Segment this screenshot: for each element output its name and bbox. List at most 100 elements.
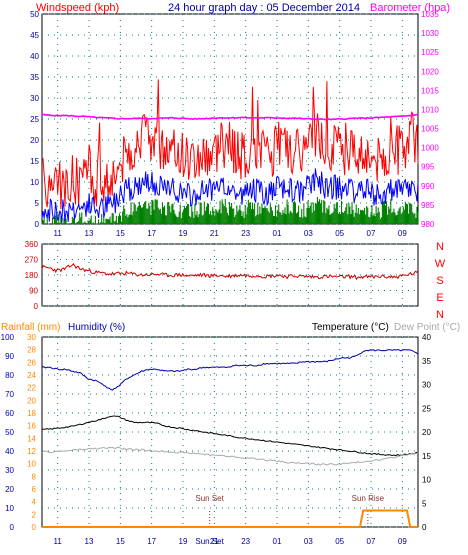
humidity-y-tick-label: 10 xyxy=(5,504,14,513)
barometer-y-tick-label: 1020 xyxy=(421,67,439,76)
humidity-y-tick-label: 90 xyxy=(5,352,14,361)
barometer-y-tick-label: 1010 xyxy=(421,105,439,114)
barometer-y-tick-label: 1030 xyxy=(421,29,439,38)
wind-chart: 0510152025303540455098098599099510001005… xyxy=(30,10,439,238)
temperature-y-tick-label: 10 xyxy=(422,476,431,485)
windspeed-title: Windspeed (kph) xyxy=(36,2,119,14)
direction-y-tick-label: 360 xyxy=(25,240,39,249)
climate-x-tick-label: 19 xyxy=(179,537,188,546)
wind-x-tick-label: 05 xyxy=(335,229,344,238)
wind-x-tick-label: 17 xyxy=(147,229,156,238)
barometer-y-tick-label: 980 xyxy=(421,220,435,229)
rainfall-y-tick-label: 20 xyxy=(27,396,36,405)
direction-y-tick-label: 180 xyxy=(25,271,39,280)
barometer-y-tick-label: 995 xyxy=(421,163,435,172)
wind-y-tick-label: 35 xyxy=(30,73,39,82)
compass-label: S xyxy=(436,275,443,287)
compass-label: E xyxy=(436,292,443,304)
wind-x-tick-label: 23 xyxy=(241,229,250,238)
wind-x-tick-label: 09 xyxy=(398,229,407,238)
wind-y-tick-label: 0 xyxy=(35,220,40,229)
temperature-y-tick-label: 40 xyxy=(422,333,431,342)
wind-x-tick-label: 13 xyxy=(85,229,94,238)
wind-x-tick-label: 11 xyxy=(54,229,63,238)
wind-y-tick-label: 30 xyxy=(30,94,39,103)
rainfall-y-tick-label: 8 xyxy=(32,472,37,481)
humidity-y-tick-label: 70 xyxy=(5,390,14,399)
climate-x-tick-label: 13 xyxy=(85,537,94,546)
climate-plot-frame xyxy=(41,336,419,528)
climate-x-tick-label: 11 xyxy=(54,537,63,546)
temperature-y-tick-label: 15 xyxy=(422,452,431,461)
rainfall-y-tick-label: 12 xyxy=(27,447,36,456)
humidity-y-tick-label: 20 xyxy=(5,485,14,494)
climate-x-tick-label: 17 xyxy=(147,537,156,546)
climate-x-tick-label: 09 xyxy=(398,537,407,546)
compass-label: N xyxy=(436,309,444,321)
wind-y-tick-label: 10 xyxy=(30,178,39,187)
climate-x-tick-label: 15 xyxy=(116,537,125,546)
dewpoint-axis-title: Dew Point (°C) xyxy=(394,322,460,333)
temperature-y-tick-label: 35 xyxy=(422,357,431,366)
direction-y-tick-label: 90 xyxy=(29,287,38,296)
barometer-y-tick-label: 990 xyxy=(421,182,435,191)
climate-x-tick-label: 23 xyxy=(241,537,250,546)
rainfall-y-tick-label: 16 xyxy=(27,422,36,431)
wind-x-tick-label: 19 xyxy=(179,229,188,238)
barometer-y-tick-label: 1005 xyxy=(421,125,439,134)
direction-y-tick-label: 0 xyxy=(34,302,39,311)
barometer-y-tick-label: 1025 xyxy=(421,48,439,57)
temperature-y-tick-label: 20 xyxy=(422,428,431,437)
wind-x-tick-label: 07 xyxy=(367,229,376,238)
climate-x-tick-label: Sun Set xyxy=(195,537,224,546)
temperature-y-tick-label: 5 xyxy=(422,499,427,508)
wind-x-tick-label: 03 xyxy=(304,229,313,238)
rainfall-y-tick-label: 30 xyxy=(27,333,36,342)
rainfall-y-tick-label: 22 xyxy=(27,384,36,393)
humidity-line xyxy=(41,349,419,391)
sun-marker-label: Sun Rise xyxy=(352,494,385,503)
climate-chart: 0102030405060708090100024681012141618202… xyxy=(1,333,432,546)
humidity-axis-title: Humidity (%) xyxy=(68,322,125,333)
wind-y-tick-label: 50 xyxy=(30,10,39,19)
barometer-y-tick-label: 1015 xyxy=(421,86,439,95)
rainfall-y-tick-label: 4 xyxy=(32,498,37,507)
rainfall-axis-title: Rainfall (mm) xyxy=(1,322,60,333)
humidity-y-tick-label: 50 xyxy=(5,428,14,437)
temperature-axis-title: Temperature (°C) xyxy=(312,322,389,333)
wind-x-tick-label: 21 xyxy=(210,229,219,238)
wind-x-tick-label: 01 xyxy=(273,229,282,238)
climate-x-tick-label: 07 xyxy=(367,537,376,546)
rainfall-y-tick-label: 10 xyxy=(27,460,36,469)
rainfall-y-tick-label: 2 xyxy=(32,510,37,519)
wind-y-tick-label: 45 xyxy=(30,31,39,40)
climate-x-tick-label: 21 xyxy=(210,537,219,546)
dewpoint-line xyxy=(41,446,419,466)
wind-y-tick-label: 15 xyxy=(30,157,39,166)
rainfall-y-tick-label: 24 xyxy=(27,371,36,380)
humidity-y-tick-label: 100 xyxy=(1,333,15,342)
barometer-y-tick-label: 1035 xyxy=(421,10,439,19)
direction-y-tick-label: 270 xyxy=(25,256,39,265)
wind-y-tick-label: 40 xyxy=(30,52,39,61)
wind-y-tick-label: 5 xyxy=(35,199,40,208)
humidity-y-tick-label: 30 xyxy=(5,466,14,475)
rainfall-y-tick-label: 14 xyxy=(27,434,36,443)
barometer-line xyxy=(41,113,419,121)
wind-x-tick-label: 15 xyxy=(116,229,125,238)
temperature-line xyxy=(41,415,419,457)
rainfall-y-tick-label: 6 xyxy=(32,485,37,494)
rainfall-y-tick-label: 0 xyxy=(32,523,37,532)
rainfall-y-tick-label: 28 xyxy=(27,346,36,355)
barometer-y-tick-label: 985 xyxy=(421,201,435,210)
climate-x-tick-label: 03 xyxy=(304,537,313,546)
humidity-y-tick-label: 40 xyxy=(5,447,14,456)
sun-marker-label: Sun Set xyxy=(195,494,224,503)
compass-label: N xyxy=(436,241,444,253)
barometer-y-tick-label: 1000 xyxy=(421,144,439,153)
temperature-y-tick-label: 0 xyxy=(422,523,427,532)
rainfall-line xyxy=(42,509,418,528)
climate-x-tick-label: 01 xyxy=(273,537,282,546)
